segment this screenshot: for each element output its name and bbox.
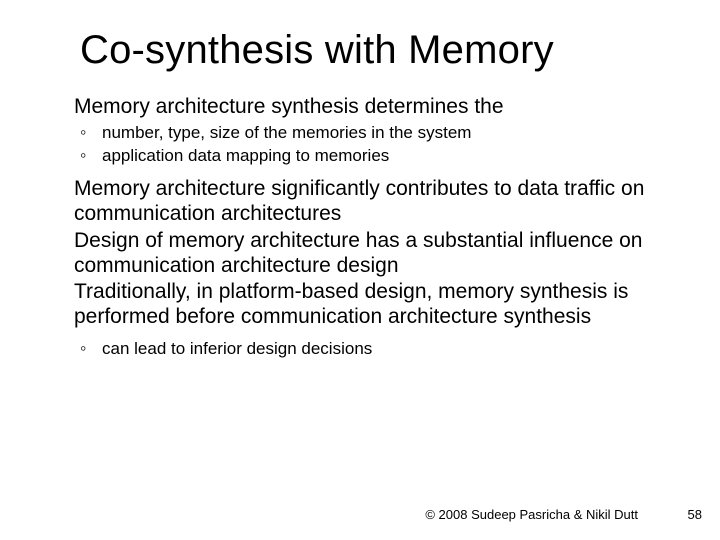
bullet-item: Memory architecture significantly contri… — [50, 177, 670, 227]
bullet-text: Memory architecture synthesis determines… — [74, 95, 504, 118]
sub-bullet-text: can lead to inferior design decisions — [102, 339, 372, 358]
copyright-text: © 2008 Sudeep Pasricha & Nikil Dutt — [425, 507, 638, 522]
bullet-item: Traditionally, in platform-based design,… — [50, 280, 670, 330]
bullet-item: Memory architecture synthesis determines… — [50, 95, 670, 120]
sub-bullet-item: application data mapping to memories — [50, 145, 670, 167]
sub-bullet-item: can lead to inferior design decisions — [50, 338, 670, 360]
slide-body: Memory architecture synthesis determines… — [50, 95, 670, 360]
spacer — [50, 167, 670, 177]
bullet-item: Design of memory architecture has a subs… — [50, 229, 670, 279]
bullet-text: Memory architecture significantly contri… — [74, 177, 644, 225]
sub-bullet-item: number, type, size of the memories in th… — [50, 122, 670, 144]
page-number: 58 — [688, 507, 702, 522]
bullet-text: Design of memory architecture has a subs… — [74, 229, 642, 277]
slide-title: Co-synthesis with Memory — [80, 28, 670, 73]
sub-bullet-text: application data mapping to memories — [102, 146, 389, 165]
sub-bullet-text: number, type, size of the memories in th… — [102, 123, 471, 142]
slide: Co-synthesis with Memory Memory architec… — [0, 0, 720, 540]
bullet-text: Traditionally, in platform-based design,… — [74, 280, 628, 328]
